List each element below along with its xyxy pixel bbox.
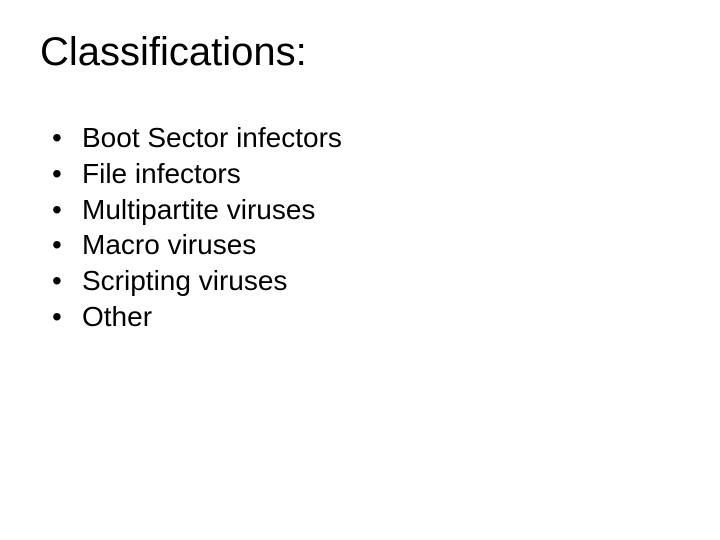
list-item-label: Multipartite viruses — [82, 192, 680, 228]
list-item: • Scripting viruses — [52, 263, 680, 299]
list-item: • Boot Sector infectors — [52, 120, 680, 156]
list-item: • Multipartite viruses — [52, 192, 680, 228]
bullet-icon: • — [52, 227, 82, 263]
bullet-icon: • — [52, 156, 82, 192]
list-item-label: File infectors — [82, 156, 680, 192]
bullet-icon: • — [52, 120, 82, 156]
list-item-label: Scripting viruses — [82, 263, 680, 299]
bullet-icon: • — [52, 263, 82, 299]
list-item: • File infectors — [52, 156, 680, 192]
bullet-icon: • — [52, 299, 82, 335]
classification-list: • Boot Sector infectors • File infectors… — [40, 120, 680, 335]
list-item: • Other — [52, 299, 680, 335]
bullet-icon: • — [52, 192, 82, 228]
list-item-label: Macro viruses — [82, 227, 680, 263]
slide-title: Classifications: — [40, 30, 680, 75]
list-item-label: Boot Sector infectors — [82, 120, 680, 156]
list-item: • Macro viruses — [52, 227, 680, 263]
list-item-label: Other — [82, 299, 680, 335]
